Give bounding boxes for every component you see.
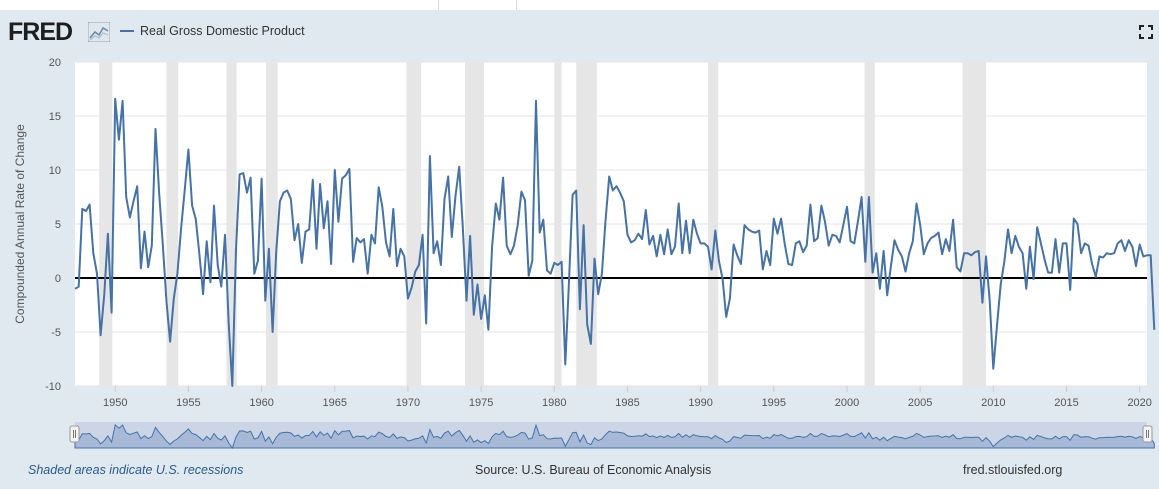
recession-note: Shaded areas indicate U.S. recessions: [28, 463, 244, 477]
x-tick-label: 1990: [688, 397, 712, 409]
range-navigator[interactable]: [0, 420, 1159, 452]
x-tick-label: 1980: [542, 397, 566, 409]
x-tick-label: 2010: [981, 397, 1005, 409]
x-tick-label: 1950: [103, 397, 127, 409]
navigator-series: [74, 423, 1155, 450]
x-tick-label: 1960: [249, 397, 273, 409]
x-tick-label: 1970: [396, 397, 420, 409]
y-tick-label: 15: [49, 111, 61, 123]
series-line[interactable]: [74, 97, 1156, 387]
y-axis-ticks: -10 -5 0 5 10 15 20: [45, 57, 61, 393]
navigator-right-handle[interactable]: [1142, 425, 1153, 443]
navigator-left-handle[interactable]: [69, 425, 80, 443]
x-tick-label: 1965: [323, 397, 347, 409]
top-strip: [0, 0, 1159, 10]
y-tick-label: -5: [51, 327, 61, 339]
legend-line-marker: [120, 30, 134, 32]
x-tick-label: 2005: [908, 397, 932, 409]
fred-logo[interactable]: FRED: [8, 18, 73, 46]
tab-separator: [516, 0, 517, 10]
y-tick-label: 10: [49, 165, 61, 177]
y-tick-label: 20: [49, 57, 61, 69]
fred-logo-chart-icon: [88, 22, 110, 42]
source-text: Source: U.S. Bureau of Economic Analysis: [475, 463, 712, 477]
x-axis-ticks: 1950 1955 1960 1965 1970 1975 1980 1985 1990 1995…: [103, 386, 1152, 409]
tab-separator: [438, 0, 439, 10]
site-link[interactable]: fred.stlouisfed.org: [963, 463, 1063, 477]
legend-label: Real Gross Domestic Product: [140, 24, 305, 38]
y-tick-label: -10: [45, 381, 61, 393]
chart-legend[interactable]: Real Gross Domestic Product: [120, 24, 305, 38]
x-tick-label: 2020: [1127, 397, 1151, 409]
x-tick-label: 1995: [762, 397, 786, 409]
chart-header: FRED Real Gross Domestic Product: [0, 12, 1159, 52]
x-tick-label: 1975: [469, 397, 493, 409]
y-tick-label: 0: [55, 273, 61, 285]
x-tick-label: 1955: [176, 397, 200, 409]
y-axis-label: Compounded Annual Rate of Change: [13, 124, 27, 324]
x-tick-label: 2015: [1054, 397, 1078, 409]
y-tick-label: 5: [55, 219, 61, 231]
x-tick-label: 1985: [615, 397, 639, 409]
fullscreen-icon[interactable]: [1139, 25, 1153, 39]
x-tick-label: 2000: [835, 397, 859, 409]
